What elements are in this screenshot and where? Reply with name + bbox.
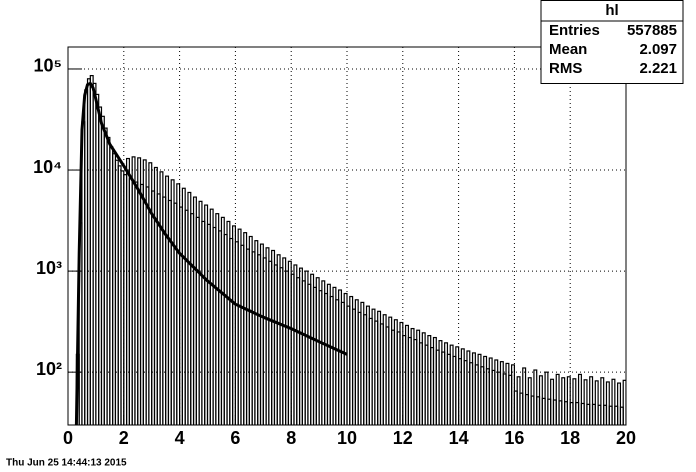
histogram-bar <box>583 379 588 425</box>
stats-value: 2.097 <box>639 41 677 58</box>
x-tick-label: 10 <box>337 428 357 448</box>
stats-title: hl <box>605 2 618 19</box>
stats-box: hl Entries 557885 Mean 2.097 RMS 2.221 <box>540 0 684 84</box>
x-tick-label: 14 <box>449 428 469 448</box>
y-tick-label: 10² <box>36 359 62 379</box>
stats-label: Mean <box>549 41 587 58</box>
axes: 0 2 4 6 8 10 12 14 16 18 20 10² 10³ 10⁴ 10⁵ <box>33 56 636 448</box>
histogram-bar <box>594 380 599 425</box>
x-tick-label: 18 <box>560 428 580 448</box>
stats-value: 2.221 <box>639 60 677 77</box>
stats-label: Entries <box>549 22 600 39</box>
stats-frame <box>540 0 684 84</box>
fit-curve <box>74 81 348 425</box>
histogram-bar <box>577 373 582 425</box>
histogram-bar <box>589 376 594 425</box>
y-tick-label: 10⁴ <box>33 157 62 177</box>
histogram-bar <box>600 377 605 425</box>
x-tick-label: 12 <box>393 428 413 448</box>
x-tick-label: 2 <box>119 428 129 448</box>
y-tick-label: 10⁵ <box>34 56 62 76</box>
x-tick-label: 4 <box>175 428 185 448</box>
x-tick-label: 6 <box>230 428 240 448</box>
x-tick-label: 8 <box>286 428 296 448</box>
stats-value: 557885 <box>627 22 677 39</box>
histogram-bar <box>622 379 626 425</box>
stats-label: RMS <box>549 60 582 77</box>
timestamp: Thu Jun 25 14:44:13 2015 <box>6 458 127 469</box>
histogram-bar <box>605 381 610 425</box>
x-tick-label: 16 <box>504 428 524 448</box>
histogram-bar <box>566 376 571 425</box>
x-tick-label: 20 <box>616 428 636 448</box>
histogram-bar <box>617 382 622 425</box>
y-tick-label: 10³ <box>36 258 62 278</box>
histogram-bar <box>611 378 616 425</box>
plot-area <box>68 47 626 425</box>
x-tick-label: 0 <box>63 428 73 448</box>
